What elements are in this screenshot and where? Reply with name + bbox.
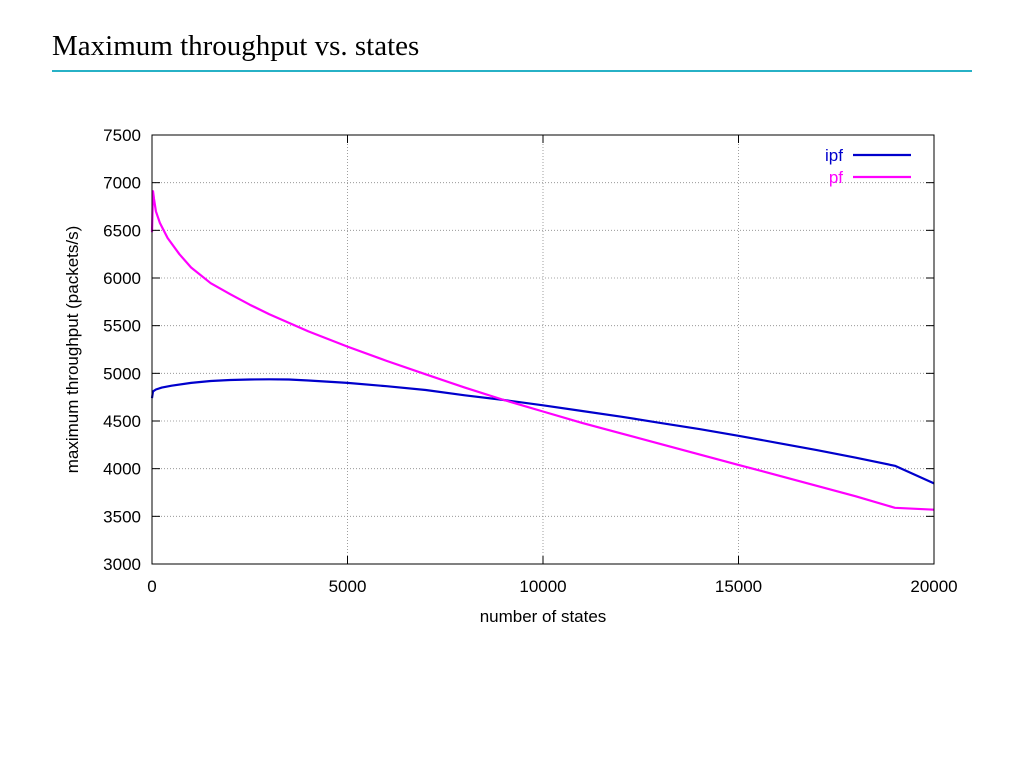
grid (152, 135, 934, 564)
series-layer (150, 190, 935, 511)
y-tick-label: 4500 (103, 412, 141, 431)
title-rule (52, 70, 972, 72)
legend-label-pf: pf (829, 168, 843, 187)
y-tick-label: 3500 (103, 507, 141, 526)
series-line-ipf (150, 378, 935, 485)
x-axis-label: number of states (480, 607, 607, 626)
y-tick-label: 4000 (103, 460, 141, 479)
ticks: 0 5000 10000 15000 20000 3000 3500 4000 4500 5000… (103, 126, 957, 596)
y-tick-label: 6500 (103, 221, 141, 240)
y-axis-label: maximum throughput (packets/s) (63, 226, 82, 474)
legend-label-ipf: ipf (825, 146, 843, 165)
y-tick-label: 7500 (103, 126, 141, 145)
y-tick-label: 6000 (103, 269, 141, 288)
legend: ipf pf (825, 146, 911, 187)
x-tick-label: 10000 (519, 577, 566, 596)
x-tick-label: 5000 (329, 577, 367, 596)
slide-title: Maximum throughput vs. states (52, 30, 420, 62)
x-tick-label: 20000 (910, 577, 957, 596)
y-tick-label: 7000 (103, 174, 141, 193)
x-tick-label: 0 (147, 577, 156, 596)
y-tick-label: 5000 (103, 364, 141, 383)
y-tick-label: 5500 (103, 317, 141, 336)
x-tick-label: 15000 (715, 577, 762, 596)
y-tick-label: 3000 (103, 555, 141, 574)
plot-frame (151, 134, 935, 565)
series-line-pf (150, 190, 935, 511)
